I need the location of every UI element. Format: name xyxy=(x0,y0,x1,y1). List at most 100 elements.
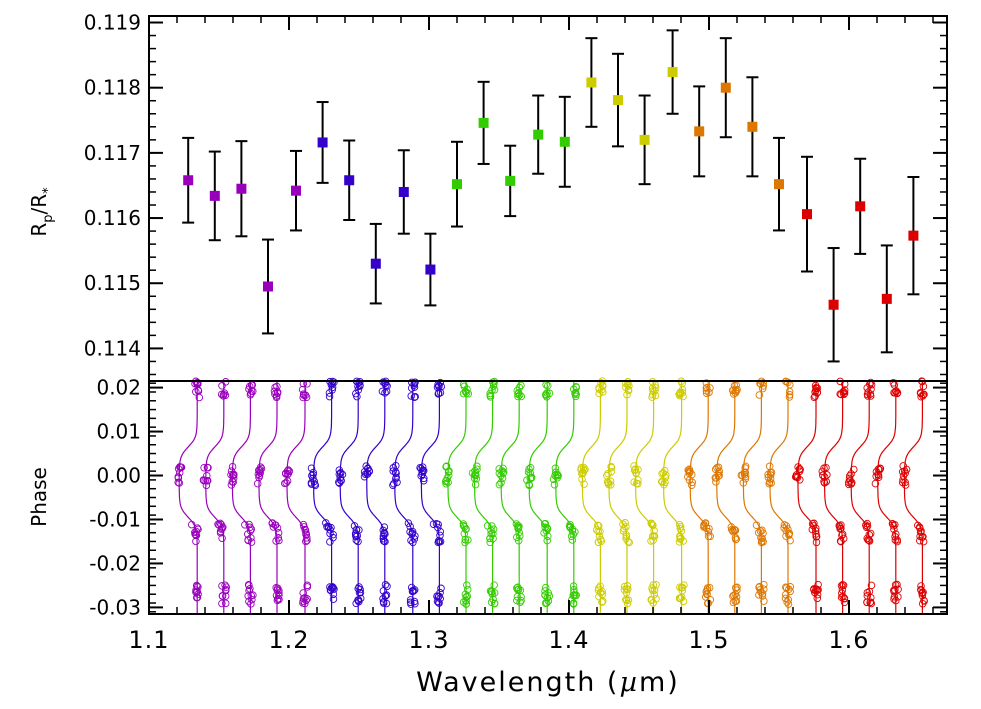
data-circle xyxy=(246,526,255,535)
data-point xyxy=(801,155,813,273)
data-circle xyxy=(647,520,656,528)
data-circle xyxy=(363,470,372,478)
y-tick-label: 0.119 xyxy=(84,11,141,35)
data-circle xyxy=(594,527,603,536)
data-circle xyxy=(785,390,794,399)
data-circle xyxy=(299,589,307,597)
data-circle xyxy=(901,478,909,487)
data-point xyxy=(827,247,840,363)
data-circle xyxy=(218,382,226,390)
data-circle xyxy=(472,474,481,483)
data-circle xyxy=(551,468,560,477)
bottom-panel-frame xyxy=(148,380,948,615)
light-curve xyxy=(389,378,419,614)
data-circle xyxy=(227,467,236,475)
data-circle xyxy=(417,472,425,480)
data-circle xyxy=(406,598,415,607)
data-circle xyxy=(755,583,763,592)
data-circle xyxy=(380,528,389,537)
light-curve xyxy=(495,381,526,614)
data-circle xyxy=(623,599,632,608)
data-circle xyxy=(755,391,764,399)
data-circle xyxy=(729,527,737,536)
y-tick-label: -0.02 xyxy=(89,551,141,575)
data-circle xyxy=(216,519,224,528)
data-circle xyxy=(551,471,559,480)
data-circle xyxy=(676,532,684,540)
data-circle xyxy=(517,392,526,401)
data-circle xyxy=(900,467,909,475)
data-circle xyxy=(781,590,790,599)
data-circle xyxy=(894,585,902,594)
data-circle xyxy=(241,521,249,529)
data-circle xyxy=(354,386,363,394)
data-circle xyxy=(282,470,290,478)
data-circle xyxy=(544,532,552,540)
data-point xyxy=(424,232,437,307)
data-circle xyxy=(597,379,605,387)
data-circle xyxy=(596,535,605,544)
data-circle xyxy=(354,382,362,391)
data-circle xyxy=(273,596,282,605)
model-line xyxy=(903,381,923,614)
data-circle xyxy=(517,381,525,390)
data-circle xyxy=(862,521,870,529)
data-circle xyxy=(731,597,739,605)
data-circle xyxy=(892,530,900,538)
data-circle xyxy=(765,462,774,471)
data-circle xyxy=(174,473,182,481)
data-circle xyxy=(227,470,235,479)
data-point xyxy=(369,222,382,305)
data-circle xyxy=(203,476,212,485)
data-circle xyxy=(598,386,606,394)
point-marker xyxy=(802,209,812,220)
data-circle xyxy=(436,594,444,603)
y-tick-label: 0.116 xyxy=(84,206,141,230)
light-curve xyxy=(281,379,312,614)
model-line xyxy=(742,381,762,614)
model-line xyxy=(797,381,817,614)
data-circle xyxy=(675,538,684,546)
y-tick-label: 0.117 xyxy=(84,141,141,165)
data-circle xyxy=(894,593,902,601)
data-circle xyxy=(380,537,388,545)
light-curve xyxy=(630,378,660,614)
data-circle xyxy=(619,520,627,529)
light-curve xyxy=(577,377,607,614)
data-circle xyxy=(303,583,312,591)
x-tick-label: 1.5 xyxy=(688,626,729,654)
data-circle xyxy=(811,527,820,535)
data-circle xyxy=(383,582,391,591)
data-circle xyxy=(221,592,230,600)
data-circle xyxy=(846,476,854,485)
data-circle xyxy=(566,520,574,529)
data-circle xyxy=(525,465,533,473)
data-circle xyxy=(389,464,398,472)
data-circle xyxy=(784,600,793,608)
data-circle xyxy=(473,462,481,471)
point-marker xyxy=(236,183,247,194)
data-circle xyxy=(327,584,336,592)
point-marker xyxy=(478,117,489,128)
data-circle xyxy=(418,470,426,478)
data-circle xyxy=(483,522,492,530)
data-circle xyxy=(651,384,660,392)
data-point xyxy=(693,85,706,178)
data-point xyxy=(773,136,785,232)
data-circle xyxy=(299,520,308,529)
data-circle xyxy=(867,593,875,602)
data-circle xyxy=(459,598,468,606)
data-circle xyxy=(741,472,750,481)
data-circle xyxy=(489,382,498,390)
data-circle xyxy=(553,474,562,482)
data-circle xyxy=(459,521,468,530)
data-circle xyxy=(526,464,535,472)
data-circle xyxy=(793,472,801,481)
data-circle xyxy=(607,462,615,471)
data-point xyxy=(746,76,759,178)
data-circle xyxy=(812,384,820,393)
data-circle xyxy=(649,599,657,607)
data-circle xyxy=(326,583,334,591)
data-point xyxy=(182,136,195,224)
data-circle xyxy=(840,594,849,603)
